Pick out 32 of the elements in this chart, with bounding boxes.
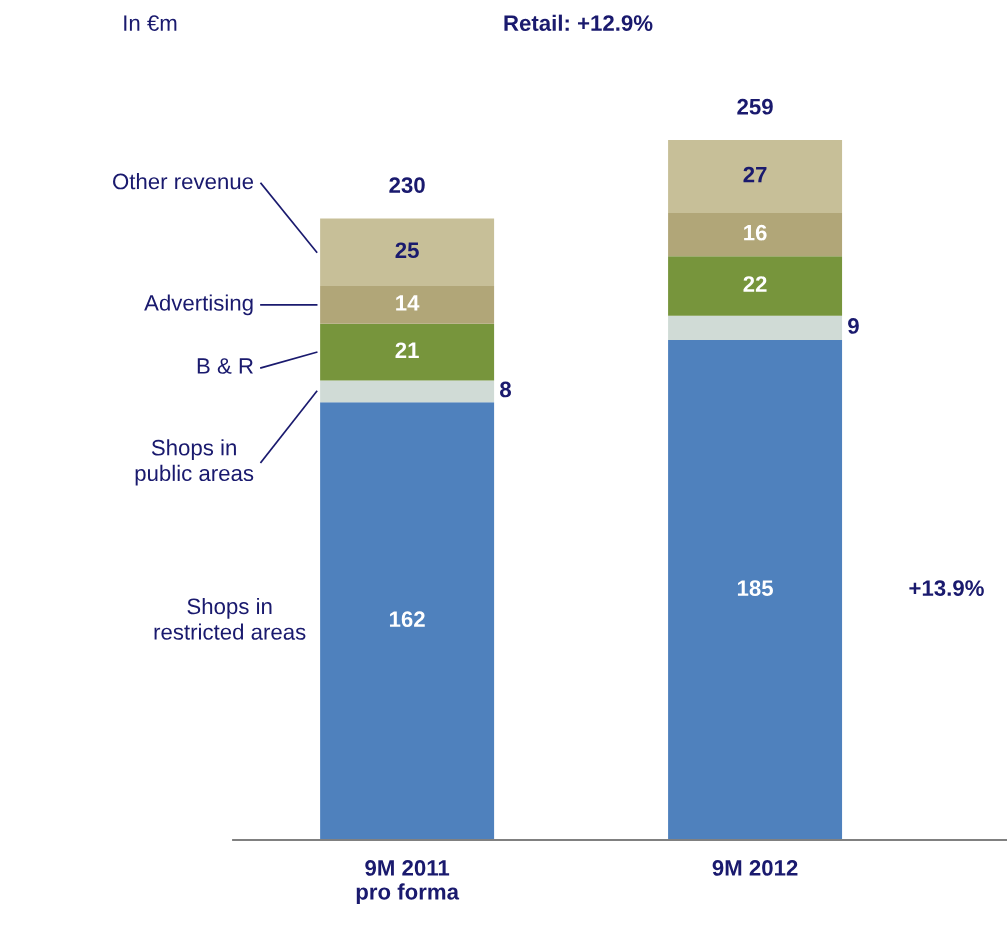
- bar: [668, 315, 843, 340]
- annotation: +13.9%: [909, 580, 984, 596]
- text: Other revenue: [113, 173, 254, 190]
- bar: [320, 285, 495, 324]
- bar: [668, 256, 843, 316]
- total-label: 259: [737, 98, 773, 115]
- data-label: 8: [500, 381, 511, 398]
- bar: [320, 402, 495, 840]
- bar: [668, 140, 843, 213]
- text: B & R: [197, 358, 253, 374]
- data-label: 162: [389, 611, 425, 628]
- data-label: 27: [743, 166, 767, 183]
- total-label: 230: [389, 177, 425, 194]
- bar: [320, 323, 495, 381]
- chart-title: Retail: +12.9%: [504, 14, 653, 31]
- bar: [668, 340, 843, 840]
- text: Shops in public areas: [135, 439, 254, 486]
- data-label: 185: [737, 580, 773, 596]
- text: In €m: [124, 15, 177, 31]
- data-label: 14: [396, 295, 420, 311]
- x-tick-label: 9M 2011 pro forma: [356, 860, 460, 905]
- bar: [320, 380, 495, 403]
- data-label: 16: [744, 224, 767, 241]
- data-label: 22: [743, 276, 767, 292]
- data-label: 25: [395, 242, 419, 259]
- bar: [320, 218, 495, 286]
- x-tick-label: 9M 2012: [712, 860, 798, 876]
- data-label: 21: [395, 342, 419, 358]
- text: Advertising: [144, 294, 253, 316]
- series-label: Shops in restricted areas: [154, 597, 306, 640]
- data-label: 9: [848, 318, 859, 334]
- bar: [668, 212, 843, 257]
